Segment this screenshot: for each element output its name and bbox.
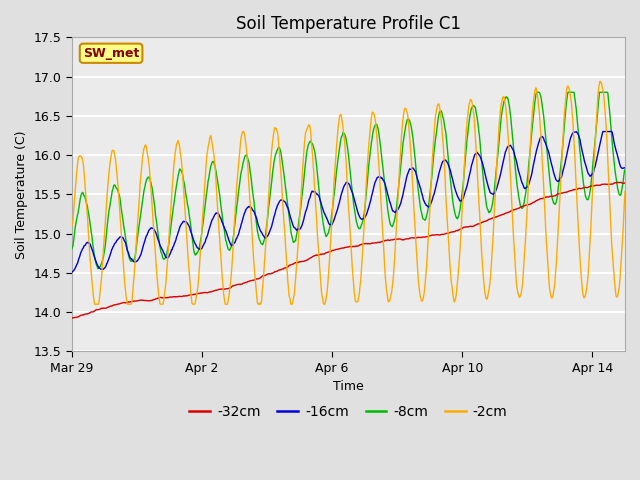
Legend: -32cm, -16cm, -8cm, -2cm: -32cm, -16cm, -8cm, -2cm: [184, 399, 513, 424]
Text: SW_met: SW_met: [83, 47, 140, 60]
Y-axis label: Soil Temperature (C): Soil Temperature (C): [15, 130, 28, 259]
X-axis label: Time: Time: [333, 380, 364, 393]
Title: Soil Temperature Profile C1: Soil Temperature Profile C1: [236, 15, 461, 33]
